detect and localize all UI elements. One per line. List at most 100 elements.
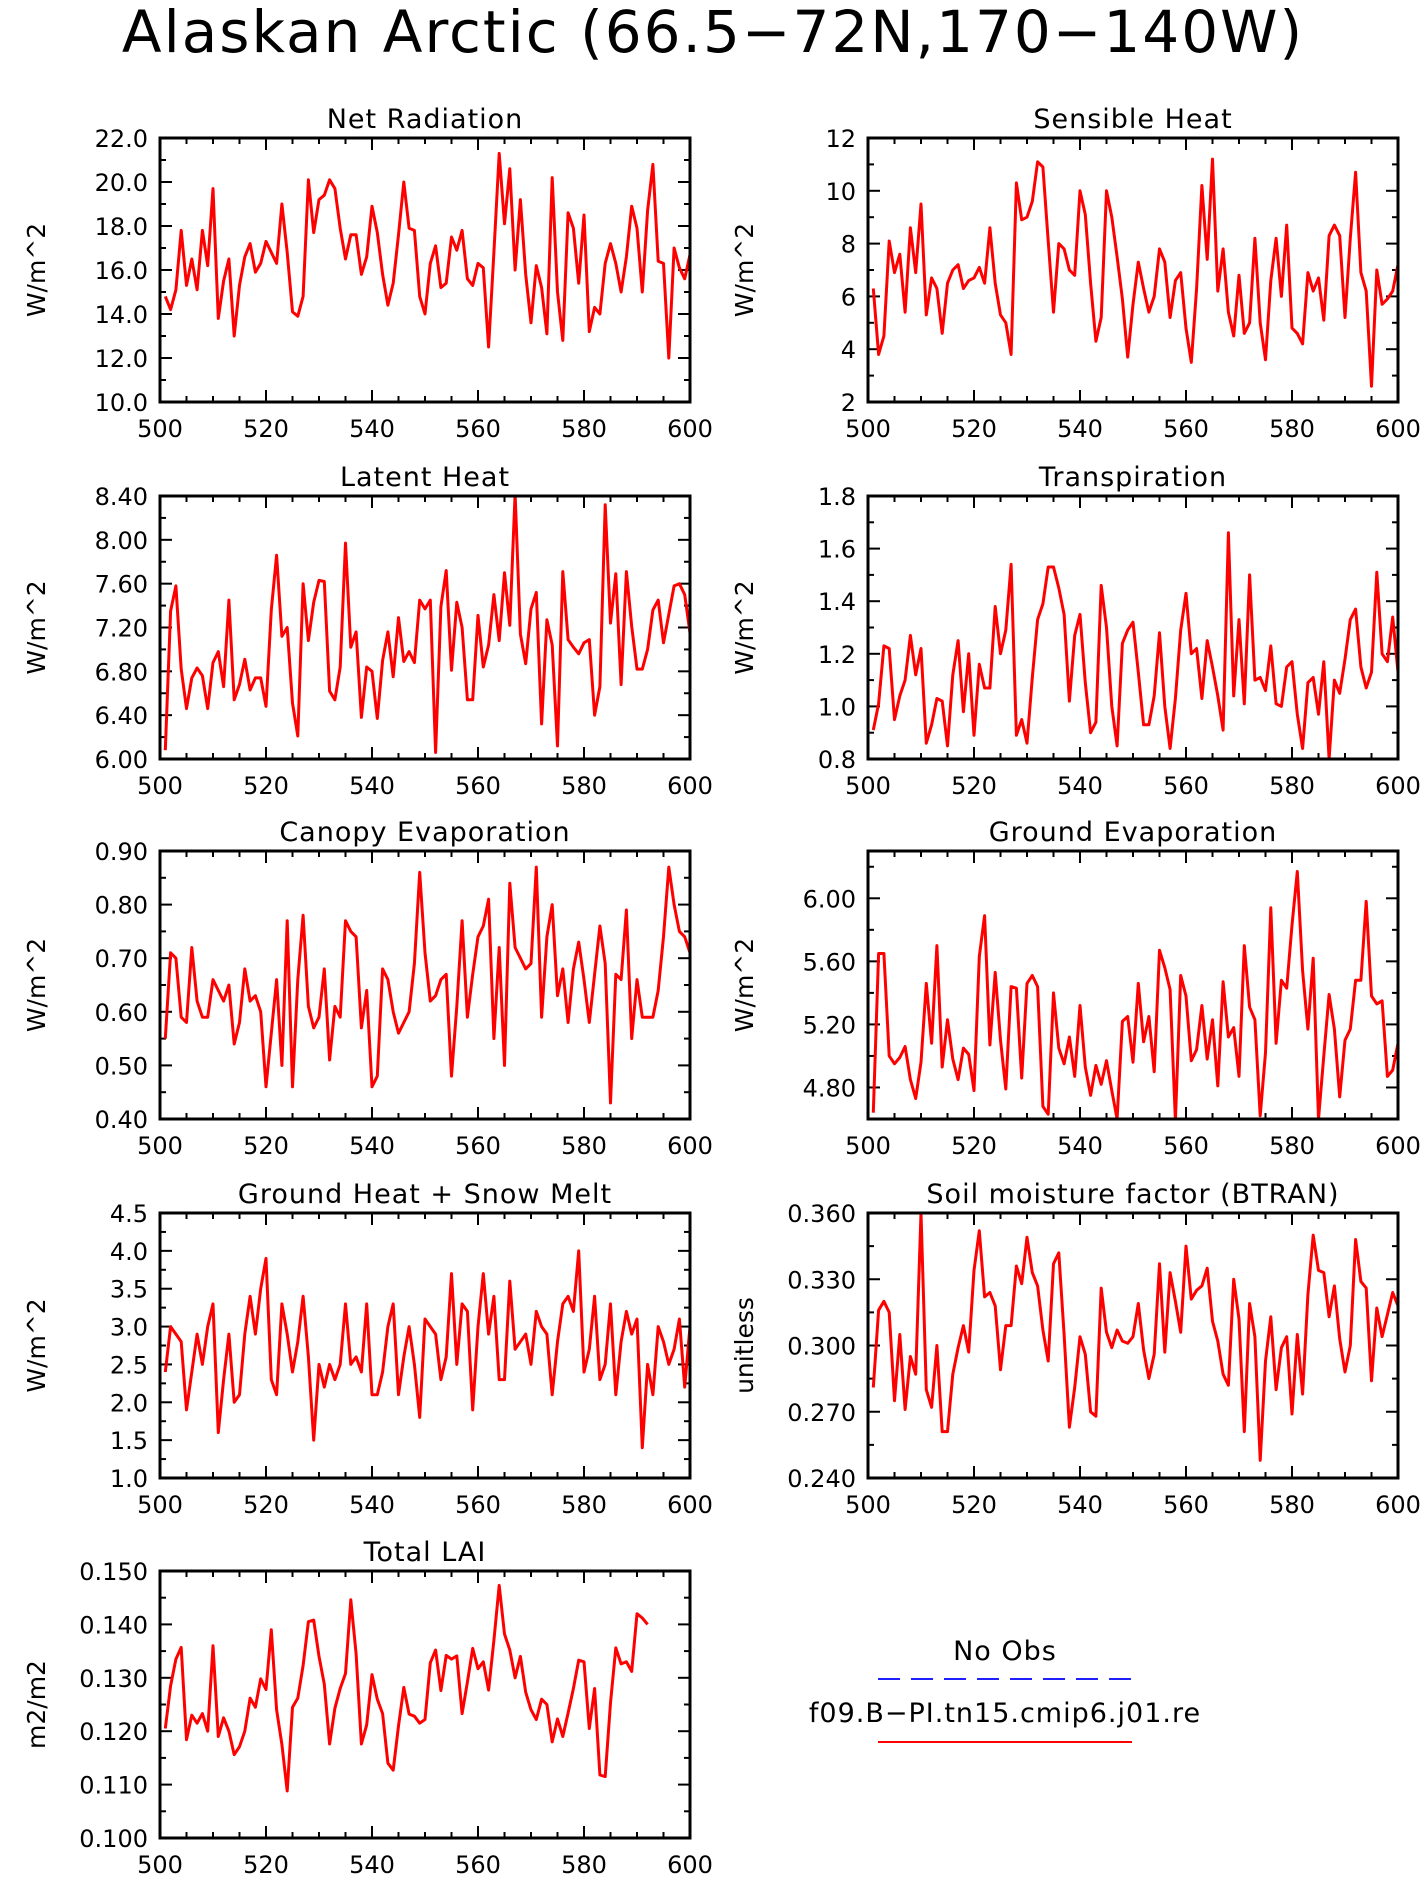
x-tick-label: 540 (349, 1851, 395, 1879)
plot-frame (158, 494, 692, 761)
y-tick-label: 1.5 (110, 1427, 148, 1455)
y-tick-label: 0.8 (818, 746, 856, 774)
series-line (871, 531, 1398, 759)
y-tick-label: 0.110 (79, 1772, 148, 1800)
y-tick-label: 14.0 (95, 301, 148, 329)
y-tick-label: 0.130 (79, 1665, 148, 1693)
y-tick-label: 1.6 (818, 536, 856, 564)
panel-7: Soil moisture factor (BTRAN) 500 520 540 560… (730, 1179, 1421, 1519)
series-line (871, 870, 1398, 1119)
panel-2: Latent Heat 500 520 540 560 580 600 6.00 6.40 6.8… (22, 462, 713, 800)
y-tick-label: 2 (841, 389, 856, 417)
x-tick-label: 600 (667, 772, 713, 800)
y-axis-label: W/m^2 (730, 223, 759, 317)
y-tick-label: 3.5 (110, 1276, 148, 1304)
x-tick-label: 560 (455, 1851, 501, 1879)
legend: No Obs f09.B−PI.tn15.cmip6.j01.re (809, 1636, 1201, 1743)
y-tick-label: 1.2 (818, 641, 856, 669)
y-tick-label: 12.0 (95, 345, 148, 373)
x-tick-label: 520 (243, 1132, 289, 1160)
panel-title: Ground Heat + Snow Melt (238, 1179, 612, 1210)
y-tick-label: 6.00 (803, 885, 856, 913)
x-tick-label: 580 (1269, 1132, 1315, 1160)
plot-frame (158, 136, 692, 404)
series-line (163, 1249, 690, 1450)
y-tick-label: 1.8 (818, 483, 856, 511)
y-axis-label: m2/m2 (22, 1660, 51, 1749)
y-tick-label: 1.4 (818, 588, 856, 616)
legend-model-label: f09.B−PI.tn15.cmip6.j01.re (809, 1698, 1201, 1729)
x-tick-label: 600 (1375, 1491, 1421, 1519)
x-tick-label: 540 (1057, 415, 1103, 443)
y-tick-label: 2.0 (110, 1389, 148, 1417)
y-tick-label: 6.80 (95, 658, 148, 686)
x-tick-label: 500 (137, 772, 183, 800)
plot-frame (866, 494, 1400, 761)
x-tick-label: 560 (455, 772, 501, 800)
x-tick-label: 580 (1269, 772, 1315, 800)
x-tick-label: 520 (951, 772, 997, 800)
y-tick-label: 0.120 (79, 1718, 148, 1746)
y-axis-label: unitless (730, 1297, 759, 1394)
x-tick-label: 540 (349, 1491, 395, 1519)
y-axis-label: W/m^2 (22, 1298, 51, 1392)
x-tick-label: 500 (845, 1132, 891, 1160)
x-tick-label: 600 (667, 1851, 713, 1879)
y-tick-label: 5.20 (803, 1011, 856, 1039)
y-axis-label: W/m^2 (730, 580, 759, 674)
plot-frame (158, 849, 692, 1121)
y-tick-label: 0.300 (787, 1333, 856, 1361)
x-tick-label: 600 (667, 415, 713, 443)
x-tick-label: 600 (667, 1132, 713, 1160)
series-line (163, 151, 690, 360)
y-axis-label: W/m^2 (730, 938, 759, 1032)
y-tick-label: 7.20 (95, 615, 148, 643)
figure-title: Alaskan Arctic (66.5−72N,170−140W) (122, 0, 1304, 66)
y-axis-label: W/m^2 (22, 223, 51, 317)
y-tick-label: 6 (841, 283, 856, 311)
y-tick-label: 0.40 (95, 1106, 148, 1134)
y-tick-label: 1.0 (818, 693, 856, 721)
y-tick-label: 8 (841, 231, 856, 259)
series-line (163, 496, 690, 754)
y-tick-label: 0.60 (95, 999, 148, 1027)
y-tick-label: 6.00 (95, 746, 148, 774)
plot-frame (158, 1211, 692, 1480)
x-tick-label: 540 (1057, 1491, 1103, 1519)
x-tick-label: 580 (561, 772, 607, 800)
x-tick-label: 580 (561, 1132, 607, 1160)
x-tick-label: 560 (455, 1132, 501, 1160)
y-tick-label: 10.0 (95, 389, 148, 417)
y-tick-label: 4.0 (110, 1238, 148, 1266)
y-tick-label: 6.40 (95, 702, 148, 730)
x-tick-label: 500 (845, 772, 891, 800)
y-tick-label: 0.50 (95, 1052, 148, 1080)
x-tick-label: 520 (951, 415, 997, 443)
x-tick-label: 580 (561, 415, 607, 443)
y-tick-label: 8.00 (95, 527, 148, 555)
y-tick-label: 0.270 (787, 1399, 856, 1427)
x-tick-label: 520 (243, 415, 289, 443)
x-tick-label: 600 (1375, 1132, 1421, 1160)
panels: Net Radiation 500 520 540 560 580 600 10.0 12.0 1… (22, 104, 1421, 1879)
x-tick-label: 500 (137, 1491, 183, 1519)
y-axis-label: W/m^2 (22, 938, 51, 1032)
x-tick-label: 540 (349, 772, 395, 800)
x-tick-label: 560 (455, 1491, 501, 1519)
y-tick-label: 4.80 (803, 1074, 856, 1102)
y-tick-label: 12 (825, 125, 856, 153)
x-tick-label: 540 (1057, 1132, 1103, 1160)
panel-4: Canopy Evaporation 500 520 540 560 580 600 0.40… (22, 817, 713, 1160)
panel-8: Total LAI 500 520 540 560 580 600 0.100 0.110 0.1… (22, 1537, 713, 1879)
panel-title: Sensible Heat (1033, 104, 1232, 135)
y-tick-label: 3.0 (110, 1314, 148, 1342)
series-line (163, 865, 690, 1105)
y-tick-label: 10 (825, 178, 856, 206)
x-tick-label: 560 (1163, 772, 1209, 800)
x-tick-label: 540 (349, 415, 395, 443)
panel-title: Ground Evaporation (989, 817, 1278, 848)
y-tick-label: 0.80 (95, 892, 148, 920)
x-tick-label: 560 (455, 415, 501, 443)
y-tick-label: 0.140 (79, 1611, 148, 1639)
x-tick-label: 500 (845, 415, 891, 443)
